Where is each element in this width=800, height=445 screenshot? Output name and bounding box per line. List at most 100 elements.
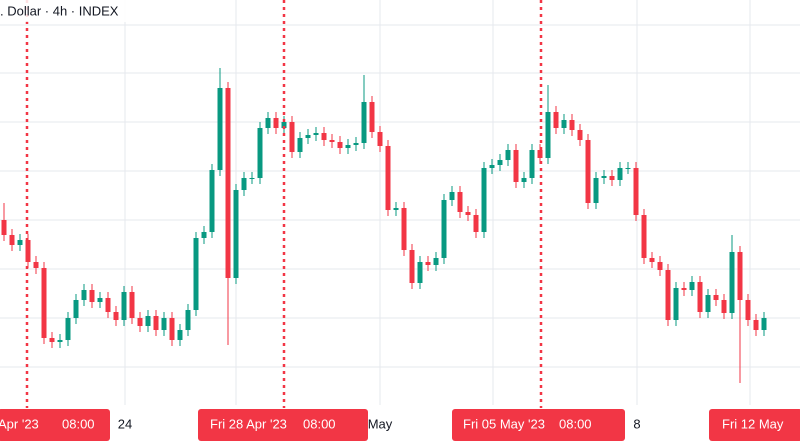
- candle-body: [401, 208, 407, 250]
- candle-body: [489, 165, 495, 168]
- candle-body: [321, 133, 327, 140]
- candle-body: [113, 312, 119, 320]
- candle-body: [153, 316, 159, 330]
- candle-body: [233, 190, 239, 278]
- candle-body: [1, 220, 7, 235]
- candle-body: [513, 150, 519, 182]
- x-axis: 24 May 8 Apr '23 08:00 Fri 28 Apr '23 08:00 Fri…: [0, 408, 800, 445]
- candle-body: [193, 238, 199, 310]
- candle-body: [393, 208, 399, 210]
- candle-body: [497, 160, 503, 165]
- candle-body: [161, 318, 167, 330]
- candle-body: [625, 168, 631, 169]
- candle-body: [417, 262, 423, 283]
- candle-body: [457, 192, 463, 212]
- candle-body: [329, 140, 335, 142]
- candle-body: [345, 145, 351, 148]
- candle-body: [609, 176, 615, 180]
- candle-body: [9, 235, 15, 245]
- candle-body: [33, 262, 39, 268]
- session-label-box: [0, 409, 110, 441]
- candle-body: [177, 330, 183, 340]
- candle-body: [305, 135, 311, 138]
- candle-body: [65, 318, 71, 340]
- candle-body: [25, 240, 31, 262]
- candle-body: [729, 252, 735, 313]
- x-tick-label: 24: [118, 416, 132, 431]
- session-label-time: 08:00: [62, 416, 95, 431]
- candle-body: [17, 240, 23, 245]
- candle-body: [689, 282, 695, 290]
- candle-body: [361, 102, 367, 143]
- candle-body: [185, 310, 191, 330]
- candle-body: [377, 132, 383, 146]
- candle-body: [745, 300, 751, 320]
- candle-body: [121, 292, 127, 320]
- candle-body: [81, 290, 87, 300]
- chart-title: . Dollar · 4h · INDEX: [0, 3, 119, 18]
- candle-body: [353, 143, 359, 145]
- x-tick-label: 8: [633, 416, 640, 431]
- session-label-time: 08:00: [559, 416, 592, 431]
- candle-body: [369, 102, 375, 132]
- grid: [0, 0, 800, 405]
- candle-body: [713, 295, 719, 300]
- session-label-box: [452, 409, 625, 441]
- candle-body: [313, 133, 319, 135]
- candle-body: [465, 212, 471, 215]
- candle-body: [697, 282, 703, 312]
- candle-body: [737, 252, 743, 300]
- candle-body: [217, 88, 223, 170]
- candle-body: [753, 320, 759, 330]
- candle-body: [569, 120, 575, 130]
- candle-body: [297, 138, 303, 152]
- candle-body: [521, 178, 527, 182]
- candle-body: [249, 178, 255, 179]
- candle-body: [601, 176, 607, 178]
- candle-body: [649, 258, 655, 262]
- candle-body: [577, 130, 583, 140]
- candle-body: [449, 192, 455, 200]
- candle-body: [657, 262, 663, 270]
- session-label-date: Apr '23: [0, 416, 39, 431]
- candle-body: [529, 150, 535, 178]
- candle-body: [409, 250, 415, 283]
- candle-body: [665, 270, 671, 320]
- candle-body: [49, 338, 55, 342]
- candle-body: [473, 215, 479, 232]
- candle-body: [89, 290, 95, 302]
- candle-body: [721, 300, 727, 313]
- session-label-time: 08:00: [303, 416, 336, 431]
- candle-body: [145, 316, 151, 326]
- candle-body: [681, 288, 687, 290]
- session-lines: [25, 0, 543, 408]
- candle-body: [201, 232, 207, 238]
- session-label-box: [709, 409, 800, 441]
- candle-body: [265, 118, 271, 128]
- candle-body: [433, 258, 439, 265]
- candle-body: [225, 88, 231, 278]
- candle-body: [241, 178, 247, 190]
- candle-body: [73, 300, 79, 318]
- session-label-date: Fri 28 Apr '23: [210, 416, 287, 431]
- candle-body: [137, 318, 143, 326]
- candle-body: [41, 268, 47, 338]
- candle-body: [129, 292, 135, 318]
- session-label-box: [198, 409, 368, 441]
- candle-body: [289, 122, 295, 152]
- candle-body: [545, 112, 551, 158]
- candle-body: [617, 168, 623, 180]
- candle-body: [97, 298, 103, 302]
- candle-body: [641, 215, 647, 258]
- candle-body: [705, 295, 711, 312]
- x-tick-label: May: [368, 416, 393, 431]
- candle-body: [585, 140, 591, 203]
- candle-body: [633, 168, 639, 215]
- candle-body: [281, 122, 287, 128]
- candle-body: [553, 112, 559, 128]
- session-label-date: Fri 12 May: [722, 416, 784, 431]
- candle-body: [481, 168, 487, 232]
- candle-body: [673, 288, 679, 320]
- candle-body: [273, 118, 279, 128]
